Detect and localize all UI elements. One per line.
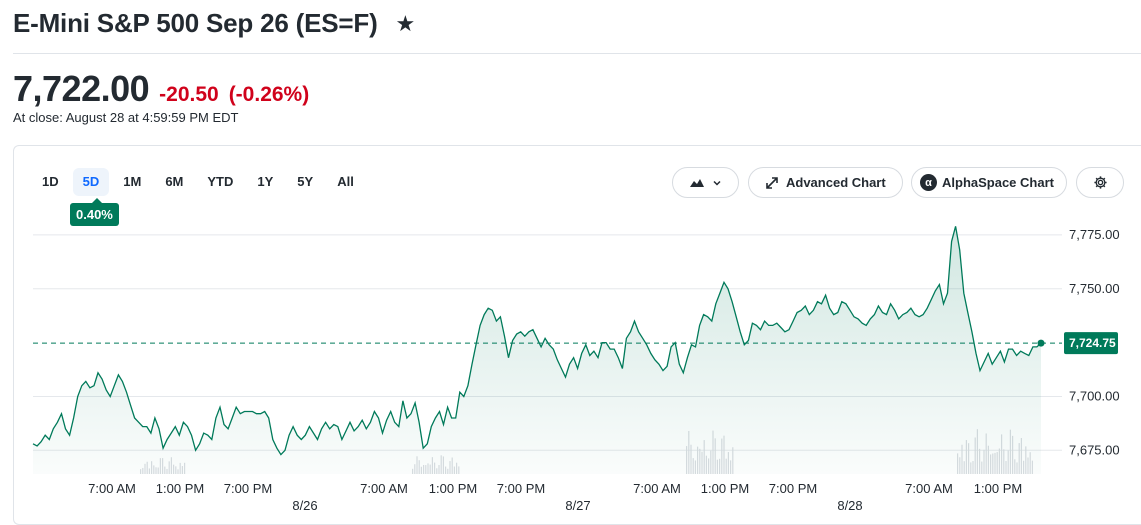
star-icon[interactable]: ★ — [395, 10, 416, 36]
mountain-chart-icon — [690, 178, 704, 187]
price-change-percent: (-0.26%) — [228, 83, 310, 106]
alphaspace-chart-label: AlphaSpace Chart — [942, 175, 1054, 190]
last-price-dot — [1037, 339, 1045, 347]
x-tick-label: 7:00 PM — [497, 481, 545, 496]
range-5d[interactable]: 5D — [72, 168, 110, 196]
chart-settings-button[interactable] — [1076, 167, 1124, 198]
last-price: 7,722.00 — [13, 68, 150, 109]
y-tick-label: 7,775.00 — [1069, 227, 1120, 242]
range-ytd[interactable]: YTD — [207, 174, 234, 189]
range-1d[interactable]: 1D — [42, 174, 59, 189]
y-tick-label: 7,700.00 — [1069, 388, 1120, 403]
advanced-chart-label: Advanced Chart — [786, 175, 886, 190]
y-tick-label: 7,750.00 — [1069, 281, 1120, 296]
x-tick-label: 7:00 AM — [905, 481, 953, 496]
x-tick-label: 1:00 PM — [156, 481, 204, 496]
advanced-chart-button[interactable]: Advanced Chart — [748, 167, 903, 198]
alphaspace-chart-button[interactable]: α AlphaSpace Chart — [911, 167, 1067, 198]
range-all[interactable]: All — [337, 174, 354, 189]
page-title: E-Mini S&P 500 Sep 26 (ES=F) — [13, 8, 378, 38]
gear-icon — [1093, 176, 1107, 189]
x-date-label: 8/27 — [565, 498, 590, 513]
x-tick-label: 7:00 PM — [769, 481, 817, 496]
x-date-label: 8/28 — [837, 498, 862, 513]
chevron-down-icon — [713, 180, 721, 186]
close-timestamp: At close: August 28 at 4:59:59 PM EDT — [13, 110, 239, 125]
title-row: E-Mini S&P 500 Sep 26 (ES=F) ★ — [13, 8, 415, 39]
range-5y[interactable]: 5Y — [297, 174, 314, 189]
x-date-label: 8/26 — [292, 498, 317, 513]
x-tick-label: 1:00 PM — [429, 481, 477, 496]
price-row: 7,722.00 -20.50 (-0.26%) — [13, 68, 309, 110]
last-price-label: 7,724.75 — [1064, 332, 1118, 355]
last-price-tag — [1064, 332, 1118, 355]
range-1m[interactable]: 1M — [123, 174, 142, 189]
price-line — [32, 226, 1042, 456]
x-tick-label: 1:00 PM — [974, 481, 1022, 496]
x-axis: 7:00 AM 1:00 PM 7:00 PM 7:00 AM 1:00 PM 7:00 … — [88, 481, 1022, 513]
last-price-tag-text: 7,724.75 — [1069, 336, 1116, 350]
range-change-badge: 0.40% — [70, 198, 119, 226]
range-1y[interactable]: 1Y — [257, 174, 274, 189]
price-change: -20.50 — [159, 83, 219, 106]
range-6m[interactable]: 6M — [165, 174, 184, 189]
price-area — [33, 226, 1041, 474]
x-tick-label: 7:00 AM — [633, 481, 681, 496]
x-tick-label: 7:00 PM — [224, 481, 272, 496]
expand-icon — [766, 176, 778, 189]
x-tick-label: 1:00 PM — [701, 481, 749, 496]
range-selector: 1D 5D 1M 6M YTD 1Y 5Y All — [32, 168, 368, 196]
alpha-icon: α — [920, 174, 937, 191]
header-divider — [13, 53, 1141, 54]
chart-type-button[interactable] — [672, 167, 739, 198]
y-tick-label: 7,675.00 — [1069, 442, 1120, 457]
x-tick-label: 7:00 AM — [88, 481, 136, 496]
y-axis: 7,775.00 7,750.00 7,700.00 7,675.00 — [1069, 227, 1120, 457]
x-tick-label: 7:00 AM — [360, 481, 408, 496]
